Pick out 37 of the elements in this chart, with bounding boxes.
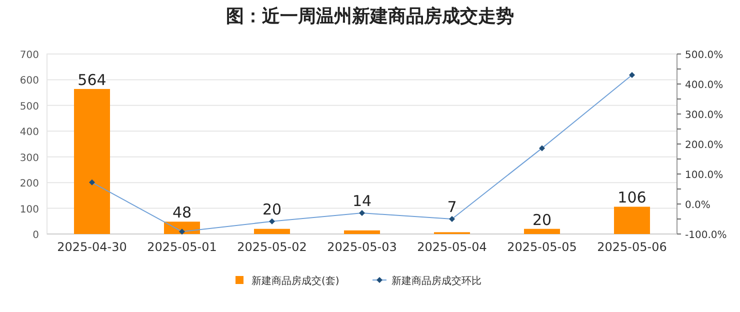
- bar: [74, 88, 110, 234]
- y-tick-label: 700: [20, 50, 39, 61]
- y2-tick-label: -100.0%: [685, 230, 727, 241]
- y2-tick-label: 400.0%: [685, 80, 724, 91]
- data-label: 106: [618, 188, 646, 207]
- x-tick-label: 2025-05-02: [237, 240, 307, 254]
- bar: [344, 230, 380, 234]
- y-tick-label: 0: [32, 230, 39, 241]
- y-tick-label: 500: [20, 101, 39, 112]
- y2-tick-label: 0.0%: [685, 200, 710, 211]
- data-label: 14: [352, 192, 372, 210]
- y-tick-label: 100: [20, 204, 39, 216]
- y2-tick-label: 300.0%: [685, 110, 724, 121]
- data-label: 20: [262, 200, 282, 218]
- x-tick-label: 2025-04-30: [57, 240, 127, 254]
- y-tick-label: 300: [20, 152, 39, 164]
- bar: [254, 228, 290, 234]
- legend-label: 新建商品房成交环比: [392, 275, 482, 287]
- bar: [524, 228, 560, 234]
- y-tick-label: 400: [20, 127, 39, 138]
- bar: [614, 206, 650, 234]
- data-label: 48: [172, 204, 192, 222]
- x-tick-label: 2025-05-04: [417, 240, 487, 254]
- chart-title: 图：近一周温州新建商品房成交走势: [226, 6, 514, 27]
- x-tick-label: 2025-05-03: [327, 240, 397, 254]
- legend-label: 新建商品房成交(套): [252, 275, 340, 287]
- y2-tick-label: 500.0%: [685, 50, 724, 61]
- data-label: 564: [78, 70, 106, 89]
- x-tick-label: 2025-05-06: [597, 240, 667, 254]
- y2-tick-label: 100.0%: [685, 170, 724, 181]
- x-tick-label: 2025-05-05: [507, 240, 577, 254]
- y-tick-label: 600: [20, 76, 39, 87]
- data-label: 20: [532, 210, 552, 229]
- y-tick-label: 200: [20, 178, 39, 190]
- y2-tick-label: 200.0%: [685, 140, 724, 151]
- data-label: 7: [447, 198, 457, 216]
- x-tick-label: 2025-05-01: [147, 240, 217, 254]
